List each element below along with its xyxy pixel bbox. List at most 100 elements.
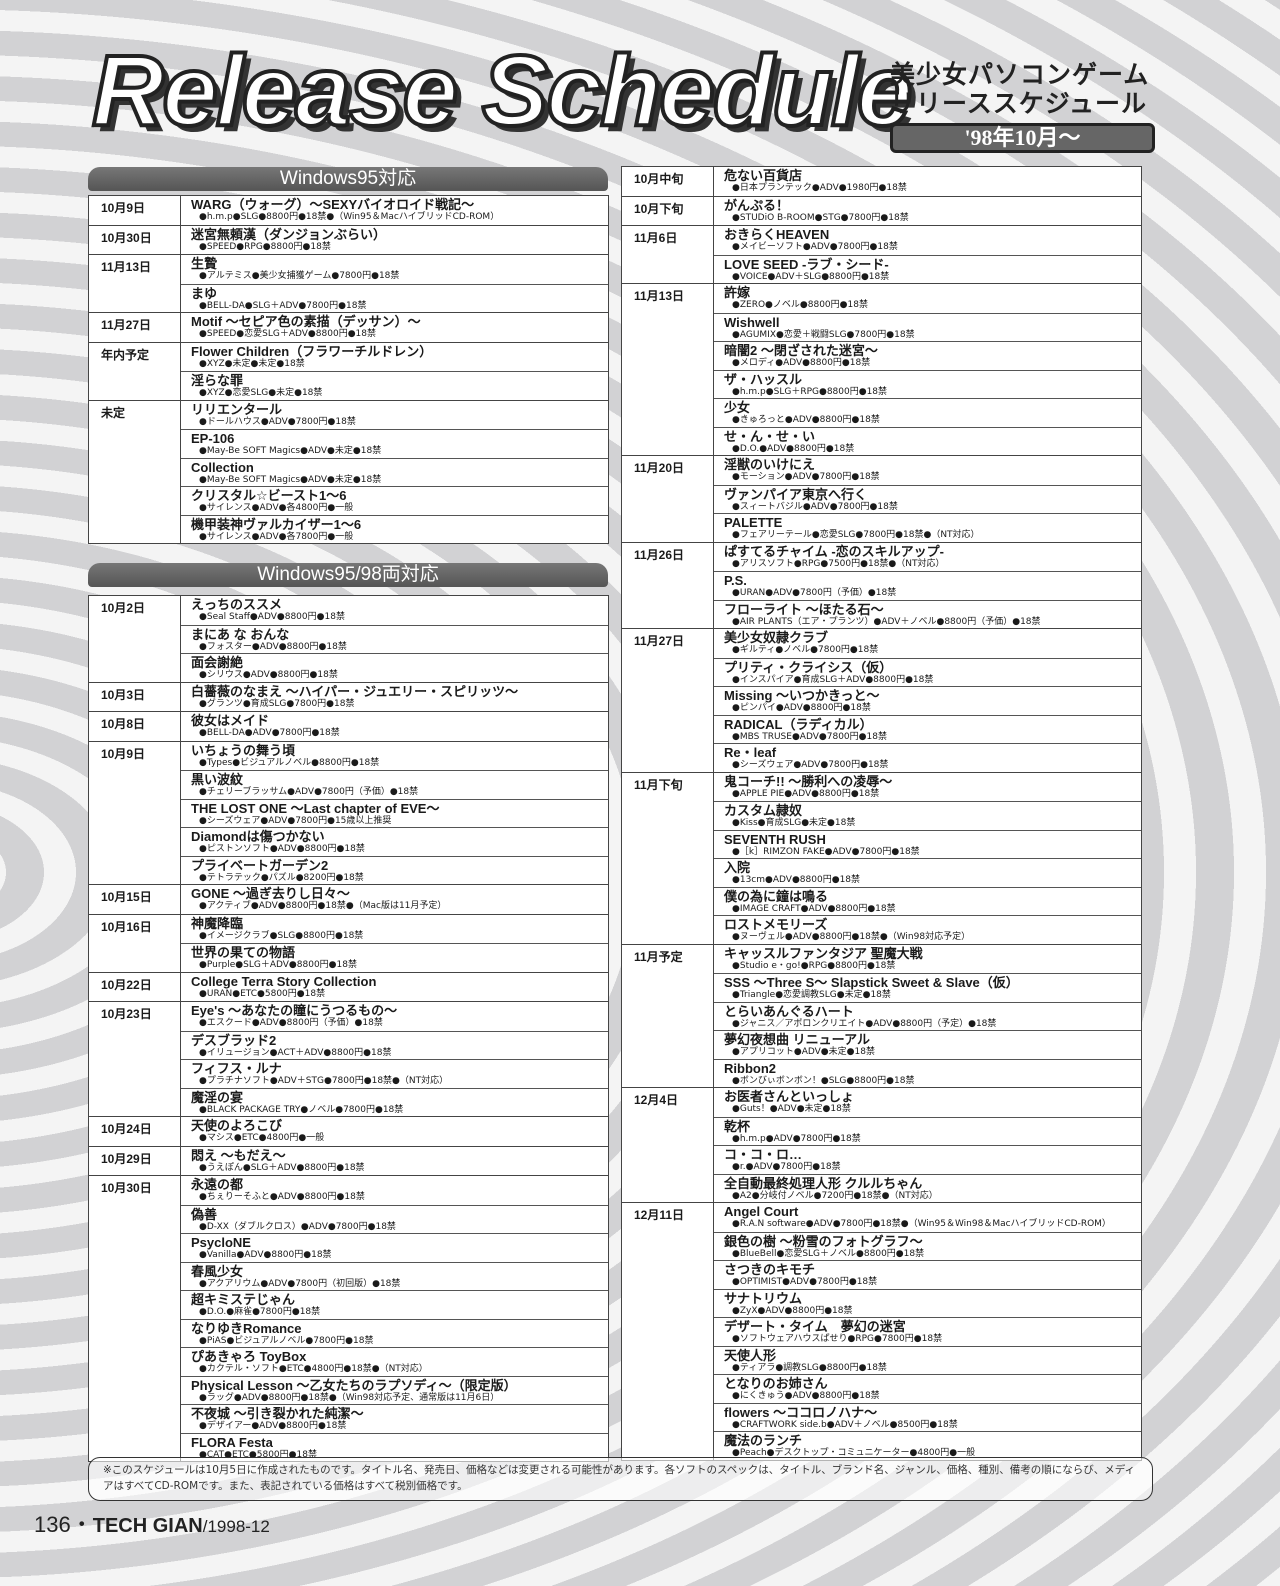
game-specs: ●Purple●SLG＋ADV●8800円●18禁 (199, 960, 357, 970)
game-title: Wishwell (724, 314, 780, 330)
game-title: 淫らな罪 (191, 373, 244, 388)
game-entry: 少女 ●きゅろっと●ADV●8800円●18禁 (714, 398, 1141, 427)
game-specs: ●SPEED●恋愛SLG＋ADV●8800円●18禁 (199, 329, 376, 339)
game-entry: 暗闇2 ～閉ざされた迷宮～ ●メロディ●ADV●8800円●18禁 (714, 341, 1141, 370)
game-title: ロストメモリーズ (724, 917, 828, 932)
game-title: 淫獣のいけにえ (724, 457, 816, 472)
game-title: まゆ (191, 285, 218, 301)
game-specs: ●カクテル・ソフト●ETC●4800円●18禁●（NT対応） (199, 1364, 428, 1374)
game-entry: まにあ な おんな ●フォスター●ADV●8800円●18禁 (181, 624, 608, 654)
subtitle-line: 美少女パソコンゲーム (890, 60, 1150, 89)
game-entry: EP-106 ●May-Be SOFT Magics●ADV●未定●18禁 (181, 429, 608, 458)
game-entry: 銀色の樹 ～粉雪のフォトグラフ～ ●BlueBell●恋愛SLG＋ノベル●8800… (714, 1231, 1141, 1261)
title-list: 天使のよろこび ●マシス●ETC●4800円●一般 (181, 1117, 608, 1146)
game-entry: PsycloNE ●Vanilla●ADV●8800円●18禁 (181, 1233, 608, 1262)
release-date: 10月2日 (89, 596, 181, 682)
game-title: 永遠の都 (191, 1177, 244, 1192)
folio-separator: ・ (70, 1512, 93, 1537)
game-title: サナトリウム (724, 1290, 803, 1306)
date-group: 10月16日 神魔降臨 ●イメージクラブ●SLG●8800円●18禁 世界の果ての物語… (89, 913, 608, 972)
game-specs: ●BlueBell●恋愛SLG＋ノベル●8800円●18禁 (732, 1248, 925, 1259)
game-title: Physical Lesson ～乙女たちのラプソディ～（限定版） (191, 1377, 517, 1393)
period-badge: '98年10月～ (890, 123, 1155, 153)
game-specs: ●ZyX●ADV●8800円●18禁 (732, 1305, 853, 1316)
game-entry: 黒い波紋 ●チェリーブラッサム●ADV●7800円（予価）●18禁 (181, 770, 608, 799)
date-group: 10月22日 College Terra Story Collection ●URA… (89, 971, 608, 1002)
game-entry: さつきのキモチ ●OPTIMIST●ADV●7800円●18禁 (714, 1260, 1141, 1289)
game-entry: フローライト ～ほたる石～ ●AIR PLANTS（エア・プランツ）●ADV＋ノベ… (714, 599, 1141, 629)
title-list: Eye's ～あなたの瞳にうつるもの～ ●エスクード●ADV●8800円（予価）●… (181, 1002, 608, 1116)
game-entry: フィフス・ルナ ●プラチナソフト●ADV＋STG●7800円●18禁●（NT対応） (181, 1059, 608, 1088)
game-title: 面会謝絶 (191, 655, 244, 670)
game-specs: ●プラチナソフト●ADV＋STG●7800円●18禁●（NT対応） (199, 1076, 449, 1086)
game-entry: Eye's ～あなたの瞳にうつるもの～ ●エスクード●ADV●8800円（予価）●… (181, 1002, 608, 1031)
game-specs: ●インスパイア●育成SLG＋ADV●8800円●18禁 (732, 674, 934, 685)
game-title: ぴあきゃろ ToyBox (191, 1349, 307, 1364)
date-group: 12月11日 Angel Court ●R.A.N software●ADV●780… (622, 1202, 1141, 1460)
page-title: Release Schedule (90, 33, 914, 149)
game-title: WARG（ウォーグ）～SEXYバイオロイド戦記～ (191, 197, 475, 212)
schedule-table-win95: 10月9日 WARG（ウォーグ）～SEXYバイオロイド戦記～ ●h.m.p●SLG●… (88, 195, 609, 544)
game-title: Re・leaf (724, 745, 777, 760)
game-entry: サナトリウム ●ZyX●ADV●8800円●18禁 (714, 1288, 1141, 1318)
section-heading-win95: Windows95対応 (88, 167, 608, 191)
title-list: キャッスルファンタジア 聖魔大戦 ●Studio e・go!●RPG●8800円●… (714, 945, 1141, 1088)
date-group: 11月13日 生贄 ●アルテミス●美少女捕獲ゲーム●7800円●18禁 まゆ ●BELL… (89, 254, 608, 312)
game-title: 入院 (724, 860, 751, 875)
date-group: 10月9日 WARG（ウォーグ）～SEXYバイオロイド戦記～ ●h.m.p●SLG●… (89, 196, 608, 225)
game-title: Collection (191, 459, 254, 475)
game-title: College Terra Story Collection (191, 973, 377, 989)
game-entry: SEVENTH RUSH ●［k］RIMZON FAKE●ADV●7800円●18… (714, 829, 1141, 859)
page-subtitle: 美少女パソコンゲーム リリーススケジュール (890, 60, 1149, 118)
game-title: 美少女奴隷クラブ (724, 630, 829, 645)
game-specs: ●シーズウェア●ADV●7800円●15歳以上推奨 (199, 815, 392, 826)
game-title: 機甲装神ヴァルカイザー1～6 (191, 516, 362, 532)
game-specs: ●VOICE●ADV＋SLG●8800円●18禁 (732, 271, 890, 282)
game-title: 少女 (724, 400, 751, 415)
release-date: 11月13日 (622, 284, 714, 455)
game-title: 乾杯 (724, 1118, 751, 1134)
game-entry: 生贄 ●アルテミス●美少女捕獲ゲーム●7800円●18禁 (181, 255, 608, 284)
game-title: Eye's ～あなたの瞳にうつるもの～ (191, 1003, 398, 1018)
page-folio: 136・TECH GIAN/1998-12 (34, 1507, 270, 1539)
game-specs: ●IMAGE CRAFT●ADV●8800円●18禁 (732, 903, 896, 914)
game-entry: いちょうの舞う頃 ●Types●ビジュアルノベル●8800円●18禁 (181, 742, 608, 771)
game-specs: ●アルテミス●美少女捕獲ゲーム●7800円●18禁 (199, 271, 400, 281)
date-group: 10月3日 白薔薇のなまえ ～ハイパー・ジュエリー・スピリッツ～ ●グランツ●育成S… (89, 681, 608, 711)
release-date: 11月13日 (89, 255, 181, 312)
game-specs: ●フォスター●ADV●8800円●18禁 (199, 641, 347, 652)
date-group: 10月15日 GONE ～過ぎ去りし日々～ ●アクティブ●ADV●8800円●18禁… (89, 884, 608, 914)
game-entry: Flower Children（フラワーチルドレン） ●XYZ●未定●未定●18禁 (181, 343, 608, 372)
game-specs: ●BELL-DA●SLG＋ADV●7800円●18禁 (199, 300, 367, 311)
game-specs: ●イリュージョン●ACT＋ADV●8800円●18禁 (199, 1047, 392, 1058)
title-list: 美少女奴隷クラブ ●ギルティ●ノベル●7800円●18禁 プリティ・クライシス（仮）… (714, 629, 1141, 772)
release-date: 10月下旬 (622, 196, 714, 225)
game-title: Missing ～いつかきっと～ (724, 688, 880, 703)
game-title: プライベートガーデン2 (191, 857, 329, 873)
game-title: Ribbon2 (724, 1060, 776, 1076)
release-date: 12月11日 (622, 1203, 714, 1460)
game-specs: ●13cm●ADV●8800円●18禁 (732, 875, 861, 885)
game-title: 不夜城 ～引き裂かれた純潔～ (191, 1406, 364, 1421)
game-title: リリエンタール (191, 401, 283, 417)
game-title: Angel Court (724, 1204, 799, 1219)
title-list: College Terra Story Collection ●URAN●ETC●… (181, 973, 608, 1002)
release-date: 年内予定 (89, 342, 181, 400)
game-specs: ●BELL-DA●ADV●7800円●18禁 (199, 728, 340, 738)
release-date: 10月30日 (89, 1176, 181, 1461)
game-specs: ●アプリコット●ADV●未定●18禁 (732, 1047, 875, 1057)
game-specs: ●メイビーソフト●ADV●7800円●18禁 (732, 242, 898, 252)
game-specs: ●ZERO●ノベル●8800円●18禁 (732, 300, 868, 310)
release-date: 10月23日 (89, 1002, 181, 1116)
release-date: 11月6日 (622, 226, 714, 283)
date-group: 10月中旬 危ない百貨店 ●日本プランテック●ADV●1980円●18禁 (622, 167, 1141, 196)
game-specs: ●サイレンス●ADV●各7800円●一般 (199, 531, 354, 542)
date-group: 11月27日 Motif ～セピア色の素描（デッサン）～ ●SPEED●恋愛SLG＋… (89, 312, 608, 342)
date-group: 10月9日 いちょうの舞う頃 ●Types●ビジュアルノベル●8800円●18禁 黒い… (89, 740, 608, 884)
game-specs: ●アクティブ●ADV●8800円●18禁●（Mac版は11月予定） (199, 901, 447, 911)
game-entry: 偽善 ●D-XX（ダブルクロス）●ADV●7800円●18禁 (181, 1204, 608, 1234)
game-title: フローライト ～ほたる石～ (724, 601, 884, 617)
game-specs: ●ヌーヴェル●ADV●8800円●18禁●（Win98対応予定） (732, 932, 971, 942)
game-entry: クリスタル☆ビースト1～6 ●サイレンス●ADV●各4800円●一般 (181, 486, 608, 515)
game-specs: ●BLACK PACKAGE TRY●ノベル●7800円●18禁 (199, 1104, 404, 1115)
